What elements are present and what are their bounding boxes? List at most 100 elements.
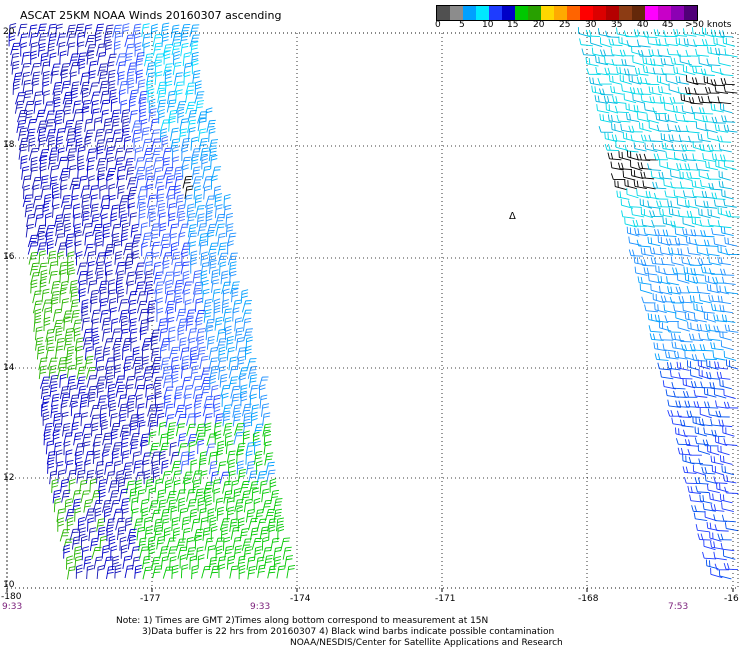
wind-barb bbox=[247, 365, 258, 379]
wind-barb bbox=[73, 327, 81, 342]
wind-barb bbox=[89, 478, 97, 493]
wind-barb bbox=[108, 297, 117, 312]
wind-barb bbox=[104, 507, 111, 523]
wind-barb bbox=[99, 184, 106, 200]
wind-barb bbox=[94, 128, 104, 142]
wind-barb bbox=[698, 369, 711, 380]
wind-barb bbox=[96, 167, 106, 181]
wind-barb bbox=[170, 356, 179, 371]
wind-barb bbox=[177, 546, 188, 560]
wind-barb bbox=[209, 516, 217, 532]
wind-barb bbox=[43, 316, 51, 332]
wind-barb bbox=[664, 351, 679, 360]
wind-barb bbox=[59, 50, 67, 65]
wind-barb bbox=[182, 175, 193, 189]
wind-barb bbox=[180, 42, 189, 57]
wind-barb bbox=[611, 58, 626, 66]
wind-barb bbox=[61, 489, 71, 503]
wind-barb bbox=[138, 308, 149, 322]
wind-barb bbox=[192, 385, 202, 399]
wind-barb bbox=[148, 108, 157, 122]
wind-barb bbox=[74, 23, 85, 37]
wind-barb bbox=[618, 151, 632, 161]
wind-barb bbox=[162, 157, 171, 171]
wind-barb bbox=[649, 210, 664, 218]
wind-barb bbox=[673, 304, 687, 314]
wind-barb bbox=[72, 100, 82, 114]
wind-barb bbox=[111, 129, 122, 143]
wind-barb bbox=[106, 174, 113, 190]
legend-swatch bbox=[515, 6, 528, 20]
wind-barb bbox=[81, 193, 90, 208]
wind-barb bbox=[679, 55, 692, 66]
wind-barb bbox=[166, 430, 175, 445]
wind-barb bbox=[168, 117, 176, 132]
wind-barb bbox=[21, 175, 31, 189]
wind-barb bbox=[38, 149, 49, 162]
wind-barb bbox=[694, 199, 708, 209]
wind-barb bbox=[239, 480, 250, 494]
wind-barb bbox=[49, 176, 58, 190]
wind-barb bbox=[706, 521, 720, 532]
wind-barb bbox=[163, 167, 174, 180]
wind-barb bbox=[41, 402, 48, 417]
wind-barb bbox=[169, 223, 179, 237]
wind-barb bbox=[30, 156, 38, 171]
wind-barb bbox=[88, 60, 97, 75]
wind-barb bbox=[143, 251, 154, 265]
wind-barb bbox=[670, 332, 685, 342]
wind-barb bbox=[12, 72, 23, 86]
wind-barb bbox=[685, 125, 700, 134]
wind-barb bbox=[85, 366, 96, 380]
wind-barb bbox=[76, 31, 85, 46]
wind-barb bbox=[123, 355, 133, 370]
wind-barb bbox=[163, 374, 173, 389]
wind-barb bbox=[154, 61, 163, 76]
wind-barb bbox=[135, 52, 145, 66]
wind-barb bbox=[132, 356, 143, 370]
wind-barb bbox=[226, 346, 235, 361]
wind-barb bbox=[72, 498, 81, 513]
wind-barb bbox=[208, 451, 217, 465]
wind-barb bbox=[79, 72, 90, 86]
wind-barb bbox=[156, 81, 167, 95]
wind-barb bbox=[204, 318, 215, 332]
wind-barb bbox=[93, 117, 102, 132]
wind-barb bbox=[50, 280, 60, 294]
wind-barb bbox=[228, 376, 239, 390]
wind-barb bbox=[81, 307, 89, 322]
wind-barb bbox=[616, 66, 630, 76]
wind-barb bbox=[65, 138, 75, 152]
wind-barb bbox=[181, 146, 189, 162]
wind-barb bbox=[78, 279, 87, 294]
wind-barb bbox=[127, 186, 138, 200]
wind-barb bbox=[124, 34, 135, 47]
legend-labels: 0 5 10 15 20 25 30 35 40 45 >50 knots bbox=[432, 20, 740, 32]
wind-barb bbox=[258, 384, 266, 399]
wind-barb bbox=[45, 328, 55, 343]
wind-barb bbox=[246, 460, 255, 475]
wind-barb bbox=[117, 184, 125, 199]
wind-barb bbox=[169, 346, 179, 360]
wind-barb bbox=[183, 62, 192, 77]
wind-barb bbox=[135, 394, 143, 409]
wind-barb bbox=[86, 50, 95, 65]
wind-barb bbox=[175, 423, 186, 437]
wind-barb bbox=[165, 290, 174, 304]
wind-barb bbox=[43, 101, 54, 114]
wind-barb bbox=[670, 220, 685, 229]
wind-barb bbox=[246, 358, 257, 371]
wind-barb bbox=[79, 393, 89, 408]
wind-barb bbox=[119, 309, 129, 323]
wind-barb bbox=[692, 276, 707, 284]
wind-barb bbox=[67, 469, 77, 483]
wind-barb bbox=[52, 81, 62, 95]
wind-barb bbox=[164, 403, 174, 417]
wind-barb bbox=[49, 383, 58, 398]
wind-barb bbox=[116, 270, 125, 285]
wind-barb bbox=[82, 328, 93, 342]
wind-barb bbox=[242, 421, 252, 436]
wind-barb bbox=[161, 470, 172, 484]
wind-barb bbox=[77, 164, 85, 179]
wind-barb bbox=[82, 223, 92, 236]
